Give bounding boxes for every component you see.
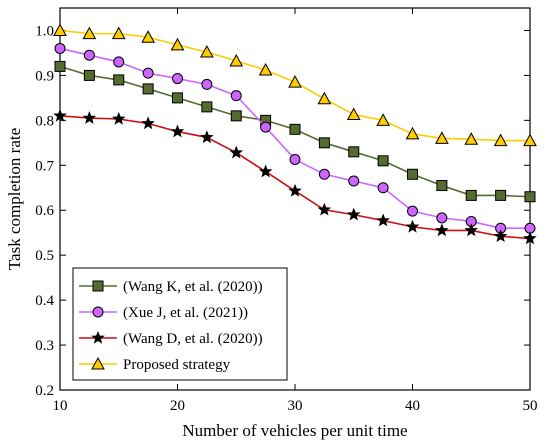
data-point <box>260 121 272 133</box>
series-2 <box>54 42 536 234</box>
data-point <box>258 164 273 178</box>
data-point <box>172 92 183 104</box>
data-point <box>53 23 67 36</box>
legend-marker <box>92 306 104 318</box>
data-point <box>346 107 361 121</box>
data-point <box>317 91 332 105</box>
legend-marker <box>92 280 104 292</box>
data-point <box>318 168 330 180</box>
data-point <box>200 130 214 144</box>
data-point <box>288 183 302 197</box>
data-point <box>405 126 420 140</box>
data-point <box>376 113 390 126</box>
data-point <box>377 182 389 194</box>
data-point <box>200 44 214 58</box>
data-point <box>111 26 126 40</box>
x-tick-label: 20 <box>170 398 185 414</box>
data-point <box>493 229 508 243</box>
data-point <box>141 30 155 43</box>
data-point <box>229 145 244 159</box>
y-tick-label: 0.3 <box>35 338 54 354</box>
data-point <box>111 111 126 125</box>
data-point <box>82 111 97 124</box>
data-point <box>113 74 125 86</box>
legend-box <box>72 267 288 381</box>
data-point <box>435 223 449 237</box>
data-point <box>170 37 185 51</box>
data-point <box>113 56 125 68</box>
legend-label: (Xue J, et al. (2021)) <box>123 305 248 321</box>
data-point <box>54 42 66 54</box>
y-tick-label: 1.0 <box>35 23 54 39</box>
data-point <box>142 83 154 95</box>
series-group <box>53 23 537 245</box>
data-point <box>495 189 507 201</box>
data-point <box>172 73 183 85</box>
legend-marker <box>91 356 105 370</box>
data-point <box>318 137 330 149</box>
data-point <box>141 116 155 130</box>
data-point <box>348 146 360 158</box>
series-1 <box>54 60 536 203</box>
data-point <box>465 189 477 201</box>
data-point <box>407 168 418 180</box>
data-point <box>464 223 479 237</box>
data-point <box>201 78 213 90</box>
y-tick-label: 0.2 <box>35 383 54 399</box>
data-point <box>229 53 244 67</box>
y-axis-title: Task completion rate <box>5 128 24 270</box>
data-point <box>83 69 95 81</box>
data-point <box>288 75 302 88</box>
data-point <box>142 67 154 79</box>
y-tick-label: 0.5 <box>35 248 54 264</box>
data-point <box>82 26 97 40</box>
data-point <box>436 212 448 224</box>
data-point <box>83 49 95 61</box>
data-point <box>436 180 448 192</box>
data-point <box>289 153 301 165</box>
data-point <box>377 155 389 167</box>
x-tick-label: 50 <box>523 398 538 414</box>
data-point <box>230 90 242 102</box>
data-point <box>54 60 66 72</box>
x-axis-title: Number of vehicles per unit time <box>182 421 407 440</box>
legend-label: (Wang D, et al. (2020)) <box>123 331 263 347</box>
data-point <box>230 110 242 122</box>
data-point <box>407 205 418 217</box>
data-point <box>346 207 361 221</box>
series-3 <box>53 108 537 245</box>
data-point <box>317 202 332 216</box>
data-point <box>348 175 360 187</box>
data-point <box>523 133 537 147</box>
data-point <box>201 101 213 113</box>
data-point <box>524 191 536 203</box>
x-tick-label: 40 <box>405 398 420 414</box>
legend-label: (Wang K, et al. (2020)) <box>123 279 263 295</box>
legend: (Wang K, et al. (2020)) (Xue J, et al. (2… <box>72 267 288 381</box>
legend-label: Proposed strategy <box>123 357 231 373</box>
data-point <box>170 124 185 138</box>
y-tick-label: 0.8 <box>35 113 54 129</box>
data-point <box>405 219 420 233</box>
y-tick-label: 0.6 <box>35 203 54 219</box>
series-4 <box>53 23 537 147</box>
data-point <box>53 108 67 122</box>
y-tick-label: 0.9 <box>35 68 54 84</box>
y-tick-label: 0.7 <box>35 158 54 174</box>
y-tick-label: 0.4 <box>35 293 54 309</box>
x-tick-label: 30 <box>288 398 303 414</box>
data-point <box>258 62 273 76</box>
data-point <box>464 132 479 145</box>
x-tick-label: 10 <box>53 398 68 414</box>
data-point <box>376 213 390 227</box>
axes: 10 20 30 40 50 0.2 0.3 0.4 0.5 0.6 0.7 0.8 0.9 1.0 <box>35 8 538 414</box>
data-point <box>435 131 449 144</box>
data-point <box>523 231 537 245</box>
data-point <box>493 133 508 147</box>
data-point <box>289 123 301 135</box>
legend-marker <box>91 330 105 344</box>
